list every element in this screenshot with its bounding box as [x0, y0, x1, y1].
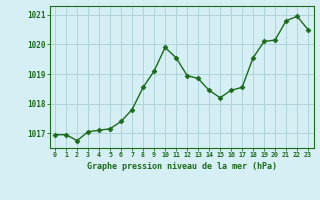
X-axis label: Graphe pression niveau de la mer (hPa): Graphe pression niveau de la mer (hPa) [87, 162, 276, 171]
